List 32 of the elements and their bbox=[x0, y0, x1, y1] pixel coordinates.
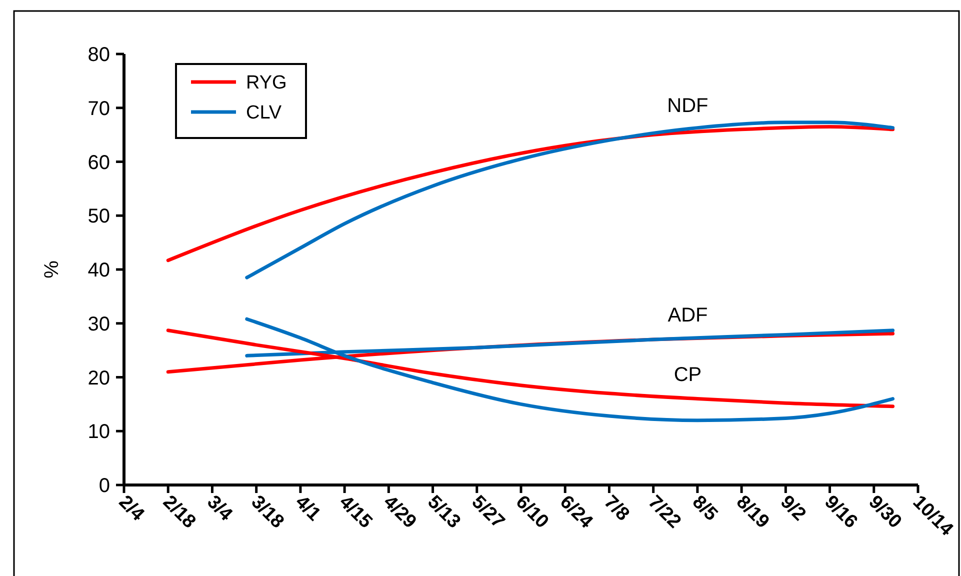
x-tick-label: 5/27 bbox=[467, 492, 508, 533]
x-tick-label: 4/29 bbox=[379, 492, 420, 533]
x-tick-label: 8/19 bbox=[732, 492, 774, 533]
x-tick-label: 3/18 bbox=[246, 492, 288, 533]
legend-label: RYG bbox=[246, 72, 287, 94]
y-tick-label: 40 bbox=[88, 260, 110, 282]
x-tick-label: 9/2 bbox=[776, 492, 810, 526]
x-tick-label: 6/10 bbox=[511, 492, 552, 533]
x-tick-label: 2/4 bbox=[114, 492, 148, 526]
x-tick-label: 9/30 bbox=[864, 492, 906, 533]
x-tick-label: 9/16 bbox=[820, 492, 862, 533]
y-tick-label: 0 bbox=[98, 475, 110, 497]
y-tick-label: 80 bbox=[88, 44, 110, 66]
x-tick-label: 4/15 bbox=[335, 492, 376, 533]
y-tick-label: 10 bbox=[88, 421, 110, 444]
x-tick-label: 4/1 bbox=[290, 492, 325, 526]
y-tick-label: 50 bbox=[88, 206, 110, 228]
x-tick-label: 8/5 bbox=[688, 492, 722, 526]
y-tick-label: 30 bbox=[88, 313, 110, 336]
line-series bbox=[245, 120, 895, 280]
y-tick-label: 60 bbox=[88, 152, 110, 174]
annotation: CP bbox=[674, 364, 702, 386]
x-tick-label: 2/18 bbox=[158, 492, 200, 533]
legend-label: CLV bbox=[246, 102, 282, 124]
x-tick-label: 3/4 bbox=[202, 492, 237, 526]
y-tick-label: 70 bbox=[88, 98, 110, 120]
annotation: ADF bbox=[668, 304, 708, 326]
x-tick-label: 7/8 bbox=[600, 492, 634, 526]
annotation: NDF bbox=[667, 95, 708, 118]
x-tick-label: 6/24 bbox=[556, 492, 597, 533]
y-axis-title: % bbox=[41, 260, 63, 278]
y-tick-label: 20 bbox=[88, 367, 110, 390]
